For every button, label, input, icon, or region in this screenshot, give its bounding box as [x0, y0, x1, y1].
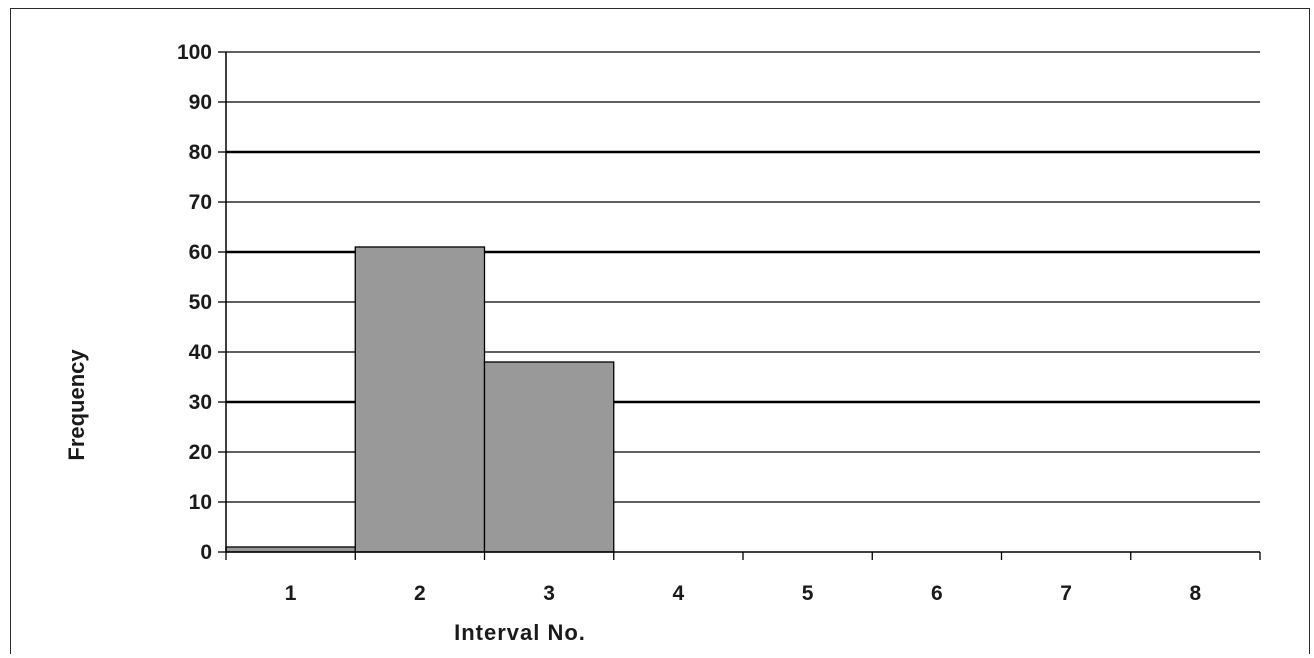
axes: [218, 51, 1261, 560]
x-axis-title: Interval No.: [454, 620, 586, 645]
bar-2: [354, 246, 486, 553]
x-tick-label-3: 3: [543, 582, 555, 605]
y-tick-labels: 0 10 20 30 40 50 60 70 80 90 100: [177, 41, 212, 564]
y-tick-label-40: 40: [189, 341, 212, 364]
x-tick-label-7: 7: [1060, 582, 1072, 605]
y-tick-label-30: 30: [189, 391, 212, 414]
y-tick-label-90: 90: [189, 91, 212, 114]
y-tick-label-70: 70: [189, 191, 212, 214]
x-tick-label-8: 8: [1190, 582, 1202, 605]
bars: [225, 246, 615, 553]
x-tick-label-6: 6: [931, 582, 943, 605]
y-tick-label-60: 60: [189, 241, 212, 264]
y-tick-label-100: 100: [177, 41, 212, 64]
x-tick-label-2: 2: [414, 582, 426, 605]
y-tick-label-80: 80: [189, 141, 212, 164]
y-tick-label-0: 0: [200, 541, 212, 564]
y-tick-label-50: 50: [189, 291, 212, 314]
y-tick-label-10: 10: [189, 491, 212, 514]
x-tick-label-4: 4: [673, 582, 685, 605]
x-tick-label-1: 1: [285, 582, 297, 605]
y-tick-label-20: 20: [189, 441, 212, 464]
x-tick-label-5: 5: [802, 582, 814, 605]
x-tick-labels: 1 2 3 4 5 6 7 8: [285, 582, 1202, 605]
bar-3: [483, 361, 615, 553]
y-axis-title: Frequency: [64, 349, 89, 461]
